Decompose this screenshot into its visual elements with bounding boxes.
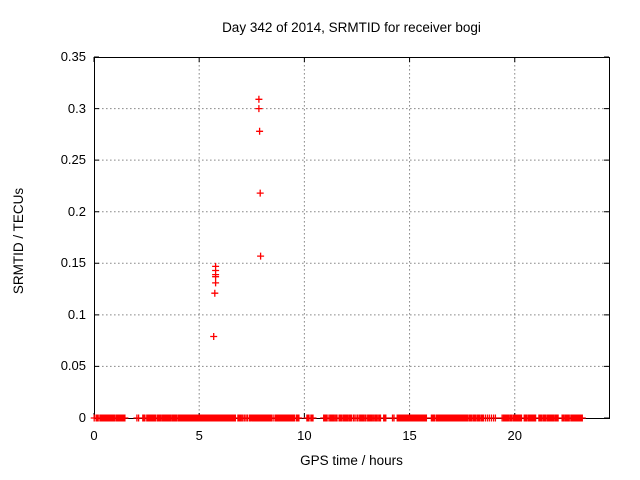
tick-marks	[93, 56, 609, 419]
y-tick-label: 0	[78, 410, 86, 425]
y-tick-label: 0.2	[67, 203, 86, 219]
y-tick-label: 0.25	[60, 152, 86, 168]
data-markers	[90, 95, 586, 422]
y-tick-label: 0.05	[60, 358, 86, 374]
x-axis-label: GPS time / hours	[300, 453, 403, 468]
x-tick-label: 20	[507, 428, 522, 443]
grid-lines	[94, 57, 609, 418]
y-tick-label: 0.3	[67, 100, 86, 116]
x-tick-label: 0	[90, 428, 98, 443]
y-tick-label: 0.15	[60, 255, 86, 271]
y-tick-label: 0.35	[60, 49, 86, 64]
y-tick-label: 0.1	[67, 306, 86, 322]
plot-frame	[94, 57, 610, 419]
x-tick-label: 5	[195, 428, 203, 443]
x-tick-label: 15	[402, 428, 417, 443]
chart-title: Day 342 of 2014, SRMTID for receiver bog…	[222, 20, 481, 35]
x-tick-label: 10	[297, 428, 312, 443]
